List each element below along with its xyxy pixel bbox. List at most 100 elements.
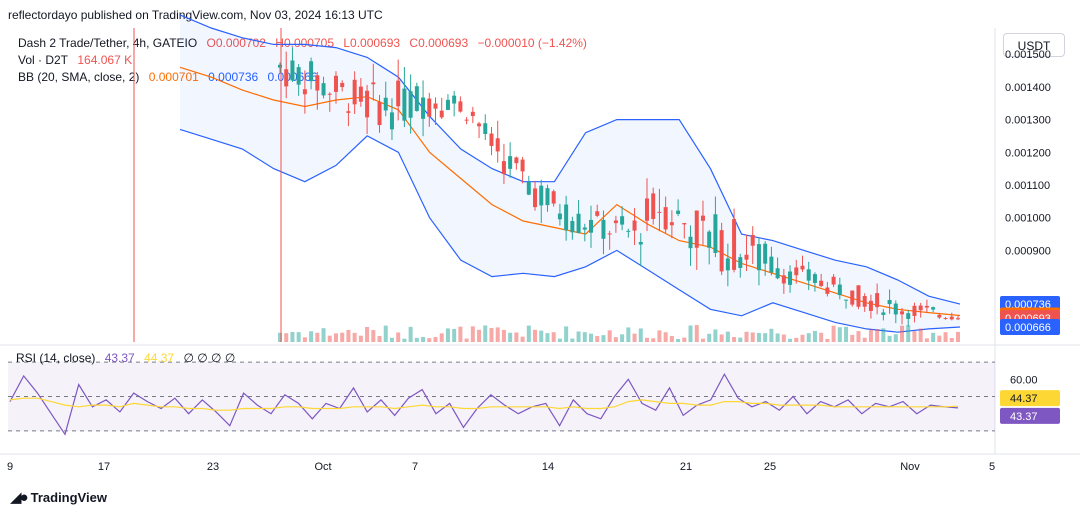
volume-bar xyxy=(526,325,531,342)
price-label-text: 0.000666 xyxy=(1005,322,1051,334)
time-tick-label: 14 xyxy=(542,461,554,473)
currency-button[interactable]: USDT xyxy=(1003,33,1065,57)
candle-body xyxy=(912,305,917,316)
candle-body xyxy=(396,80,401,107)
volume-bar xyxy=(676,338,681,342)
candle-body xyxy=(738,257,743,268)
candle-body xyxy=(589,219,594,233)
candle-body xyxy=(570,220,575,233)
volume-bar xyxy=(763,333,768,342)
price-tick-label: 0.000900 xyxy=(1005,245,1051,257)
candle-body xyxy=(284,69,289,87)
close-value: C0.000693 xyxy=(409,36,469,50)
candle-body xyxy=(688,236,693,249)
volume-bar xyxy=(912,331,917,342)
rsi-tick-label: 60.00 xyxy=(1010,374,1038,386)
candle-body xyxy=(868,300,873,311)
volume-bar xyxy=(613,337,618,342)
candle-body xyxy=(756,244,761,271)
price-tick-label: 0.001200 xyxy=(1005,147,1051,159)
volume-bar xyxy=(452,328,457,342)
low-value: L0.000693 xyxy=(343,36,401,50)
volume-bar xyxy=(800,334,805,342)
volume-bar xyxy=(781,334,786,342)
candle-body xyxy=(943,317,948,319)
candle-body xyxy=(881,312,886,315)
candle-body xyxy=(533,188,538,208)
candle-body xyxy=(427,98,432,117)
candle-body xyxy=(389,112,394,130)
candle-body xyxy=(489,133,494,146)
time-tick-label: 17 xyxy=(98,461,110,473)
time-tick-label: Nov xyxy=(900,461,920,473)
symbol-title: Dash 2 Trade/Tether, 4h, GATEIO xyxy=(18,36,198,50)
volume-bar xyxy=(383,325,388,342)
candle-body xyxy=(620,216,625,225)
time-tick-label: Oct xyxy=(314,461,331,473)
candle-body xyxy=(812,274,817,283)
volume-bar xyxy=(278,332,282,342)
candle-body xyxy=(327,93,332,95)
candle-body xyxy=(290,60,295,81)
candle-body xyxy=(638,241,643,245)
volume-bar xyxy=(694,325,699,342)
rsi-extras: ∅ ∅ ∅ ∅ xyxy=(183,351,236,365)
volume-bar xyxy=(669,335,674,342)
change-value: −0.000010 (−1.42%) xyxy=(477,36,587,50)
candle-body xyxy=(377,101,382,126)
volume-bar xyxy=(657,330,662,342)
candle-body xyxy=(582,227,587,230)
volume-bar xyxy=(632,333,637,342)
candle-body xyxy=(321,83,326,96)
volume-bar xyxy=(408,326,413,342)
rsi-label-box xyxy=(1000,407,1060,424)
volume-bar xyxy=(831,325,836,342)
candle-body xyxy=(769,256,774,273)
candle-body xyxy=(788,271,793,285)
rsi-value: 43.37 xyxy=(104,351,135,365)
candle-body xyxy=(657,211,662,213)
volume-bar xyxy=(327,335,332,342)
time-tick-label: 21 xyxy=(680,461,692,473)
time-tick-label: 7 xyxy=(412,461,418,473)
volume-bar xyxy=(856,331,861,342)
candle-body xyxy=(719,230,724,272)
candle-body xyxy=(937,314,942,318)
volume-bar xyxy=(427,338,432,342)
candle-body xyxy=(346,111,351,113)
rsi-label: RSI (14, close) xyxy=(16,351,96,365)
candle-body xyxy=(371,82,376,85)
volume-bar xyxy=(862,337,867,342)
rsi-label-text: 43.37 xyxy=(1010,411,1038,423)
tradingview-logo[interactable]: ◢● TradingView xyxy=(10,488,107,506)
volume-bar xyxy=(296,332,301,342)
volume-bar xyxy=(931,332,936,342)
volume-bar xyxy=(844,326,849,342)
candle-body xyxy=(856,285,861,307)
volume-bar xyxy=(794,337,799,342)
candle-body xyxy=(651,193,656,219)
candle-body xyxy=(819,280,824,287)
time-tick-label: 23 xyxy=(207,461,219,473)
volume-bar xyxy=(576,331,581,342)
candle-body xyxy=(352,79,357,105)
volume-bar xyxy=(458,326,463,342)
candle-body xyxy=(682,223,687,225)
volume-bar xyxy=(713,329,718,342)
volume-bar xyxy=(663,332,668,342)
volume-bar xyxy=(340,332,345,342)
volume-bar xyxy=(943,332,948,342)
candle-body xyxy=(725,258,730,271)
volume-bar xyxy=(495,327,500,342)
candle-body xyxy=(607,233,612,235)
volume-bar xyxy=(881,328,886,342)
volume-bar xyxy=(315,332,320,342)
candle-body xyxy=(626,230,631,232)
volume-bar xyxy=(750,332,755,342)
volume-bar xyxy=(707,333,712,342)
candle-body xyxy=(825,287,830,294)
volume-bar xyxy=(738,337,743,342)
volume-bar xyxy=(620,334,625,342)
volume-bar xyxy=(539,330,544,342)
